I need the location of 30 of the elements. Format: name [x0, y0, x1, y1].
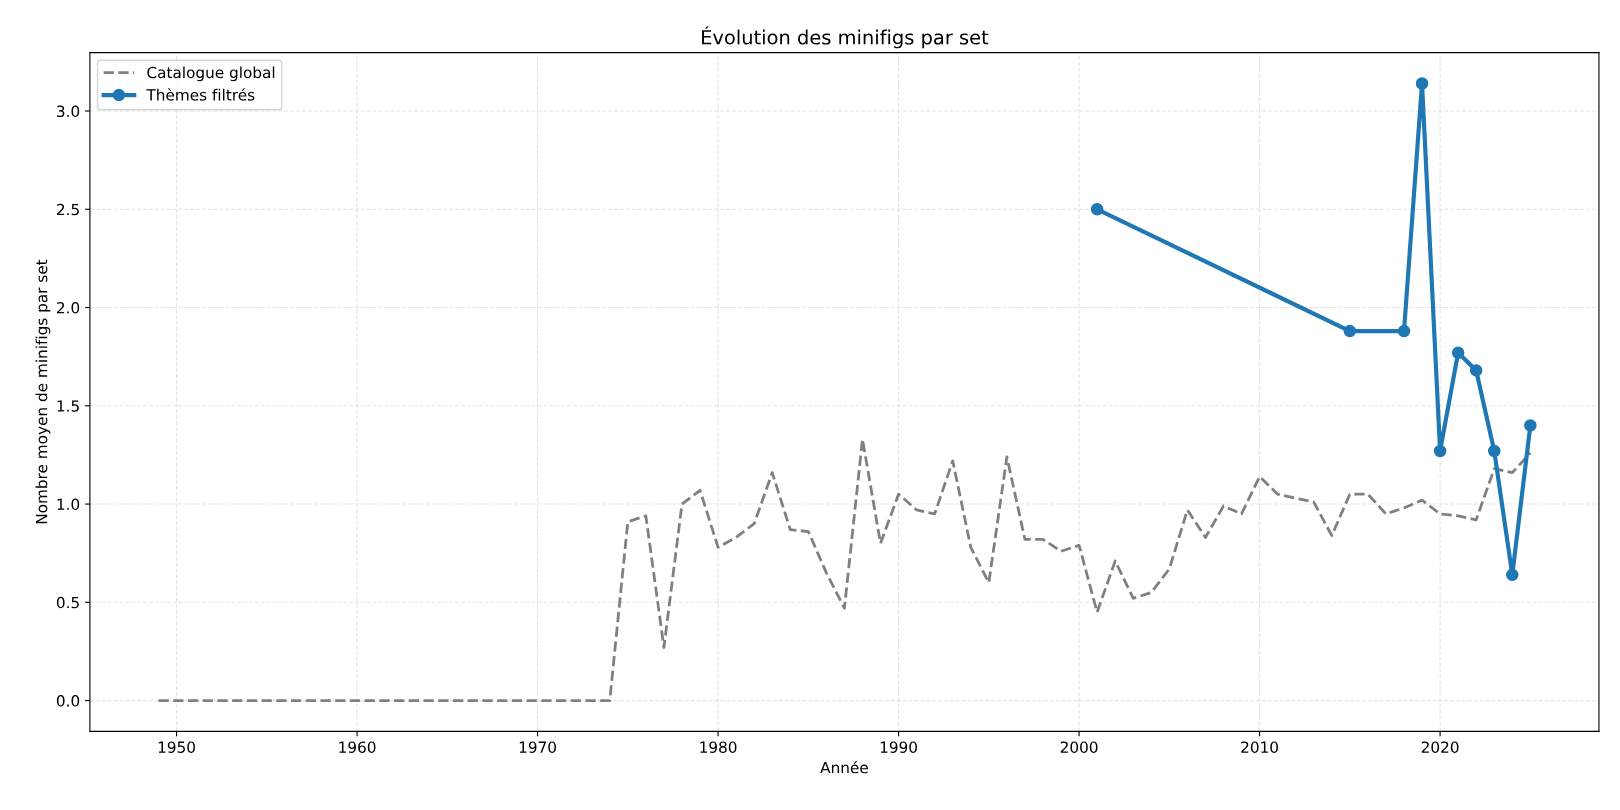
point [1487, 444, 1501, 458]
point [1506, 568, 1519, 582]
x-tick-label: 2010 [1241, 741, 1279, 753]
point [1433, 444, 1447, 458]
point [1397, 324, 1411, 338]
point [1524, 419, 1537, 432]
x-tick-label: 1980 [700, 741, 737, 753]
y-tick-label: 2.0 [57, 302, 80, 314]
x-tick-label: 2020 [1421, 741, 1459, 753]
point [1469, 364, 1483, 377]
legend-label: Catalogue global [147, 66, 275, 82]
point [1343, 324, 1357, 338]
y-tick-label: 1.5 [57, 400, 79, 412]
legend-label: Thèmes filtrés [146, 88, 255, 101]
x-tick-label: 1990 [880, 741, 917, 753]
point [1415, 77, 1429, 90]
point [1090, 203, 1104, 216]
y-tick-label: 2.5 [57, 203, 79, 216]
x-tick-label: 2000 [1060, 741, 1098, 753]
chart-title: Évolution des minifigs par set [702, 26, 989, 49]
x-tick-label: 1970 [519, 741, 556, 753]
x-tick-label: 1960 [339, 741, 376, 753]
x-tick-label: 1950 [158, 741, 195, 753]
y-tick-label: 1.0 [57, 498, 80, 511]
y-tick-label: 0.0 [56, 695, 80, 707]
y-axis-title: Nombre moyen de minifigs par set [35, 259, 51, 524]
y-tick-label: 3.0 [57, 105, 80, 118]
x-axis-title: Année [820, 760, 868, 774]
y-tick-label: 0.5 [56, 596, 79, 609]
point [1451, 346, 1465, 359]
